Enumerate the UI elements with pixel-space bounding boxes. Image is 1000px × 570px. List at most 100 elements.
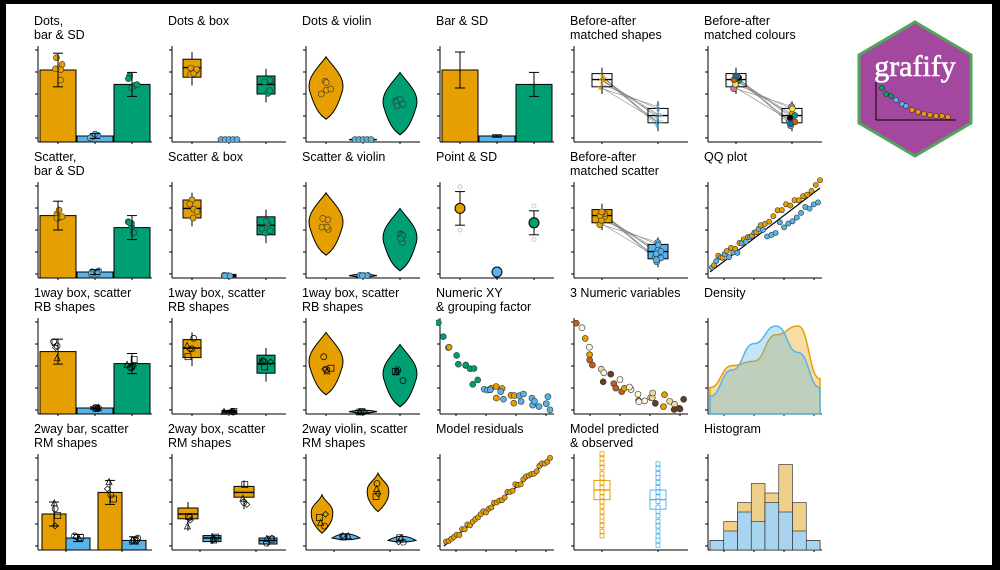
data-point xyxy=(535,403,543,410)
plot-area xyxy=(303,46,420,144)
data-point xyxy=(655,508,661,514)
data-point: × xyxy=(653,117,658,127)
data-point xyxy=(531,398,538,405)
data-point xyxy=(323,223,331,231)
mean-point xyxy=(491,266,503,278)
data-point xyxy=(666,397,674,405)
axes xyxy=(705,182,822,280)
data-point xyxy=(436,319,442,326)
data-point xyxy=(599,514,605,520)
plot-content xyxy=(303,182,420,280)
data-point xyxy=(322,510,330,518)
data-point xyxy=(457,227,463,233)
data-point: + xyxy=(602,76,607,86)
data-point xyxy=(655,241,662,249)
panel-title: 2way bar, scatter RM shapes xyxy=(34,422,129,450)
plot-content xyxy=(169,454,286,552)
data-point xyxy=(266,358,274,366)
data-point xyxy=(259,357,266,365)
panel-title: 3 Numeric variables xyxy=(570,286,681,300)
histogram-bar xyxy=(805,540,821,551)
chart-panel-violin-rb: 1way box, scatter RB shapes xyxy=(302,286,430,416)
panel-title: 2way violin, scatter RM shapes xyxy=(302,422,408,450)
data-point xyxy=(599,509,605,515)
data-point xyxy=(488,504,495,511)
data-point xyxy=(501,494,508,501)
density-curve xyxy=(709,325,821,415)
panel-title: Density xyxy=(704,286,746,300)
data-point xyxy=(599,489,605,495)
plot-content xyxy=(436,318,554,416)
data-point xyxy=(531,203,537,209)
data-point xyxy=(599,475,605,481)
data-point xyxy=(57,76,64,84)
plot-content xyxy=(169,182,286,280)
data-point xyxy=(461,526,468,533)
chart-panel-violin-scatter: Scatter & violin xyxy=(302,150,430,280)
data-point xyxy=(262,218,270,225)
data-point xyxy=(812,182,819,188)
data-point xyxy=(372,493,380,500)
data-point xyxy=(599,533,605,539)
chart-panel-befafter-scatter: Before-after matched scatter xyxy=(570,150,698,280)
histogram-bar xyxy=(709,540,725,551)
data-point xyxy=(599,456,605,462)
chart-panel-box-2way: 2way box, scatter RM shapes xyxy=(168,422,296,552)
plot-content xyxy=(705,454,822,552)
plot-area xyxy=(303,182,420,280)
chart-panel-befafter-colours: Before-after matched colours xyxy=(704,14,832,144)
axes xyxy=(571,46,688,144)
data-point xyxy=(394,368,402,376)
data-point xyxy=(186,516,194,524)
histogram-bar xyxy=(750,521,766,551)
data-point xyxy=(105,477,113,485)
data-point xyxy=(661,391,668,398)
data-point xyxy=(103,485,111,493)
data-point xyxy=(395,538,403,546)
data-point xyxy=(320,353,328,361)
data-point: × xyxy=(599,79,604,89)
data-point xyxy=(680,396,687,403)
data-point xyxy=(612,384,620,392)
plot-content xyxy=(571,182,688,280)
chart-panel-violin-2way: 2way violin, scatter RM shapes xyxy=(302,422,430,552)
data-point xyxy=(266,87,273,94)
data-point xyxy=(652,250,660,258)
data-point xyxy=(655,513,661,519)
data-point xyxy=(186,345,194,353)
grafify-logo: grafify xyxy=(857,20,973,158)
violin xyxy=(308,331,344,396)
data-point xyxy=(804,191,811,198)
panel-title: Scatter & box xyxy=(168,150,244,164)
plot-content xyxy=(437,182,554,280)
panel-title: 1way box, scatter RB shapes xyxy=(34,286,132,314)
axes xyxy=(437,454,554,552)
plot-content xyxy=(437,46,554,144)
data-point xyxy=(726,254,732,261)
chart-panel-histogram: Histogram xyxy=(704,422,832,552)
data-point xyxy=(649,389,657,397)
data-point xyxy=(713,258,720,264)
data-point xyxy=(393,102,401,110)
data-point xyxy=(470,365,478,372)
data-point xyxy=(655,523,661,529)
chart-panel-befafter-shapes: + + × × + + × × + + × × + + × × + + Before-after matched s… xyxy=(570,14,698,144)
plot-content xyxy=(303,46,420,144)
data-point xyxy=(399,377,407,384)
chart-panel-bar-2way: 2way bar, scatter RM shapes xyxy=(34,422,162,552)
plot-area xyxy=(437,182,554,280)
data-point: + xyxy=(655,109,660,119)
data-point xyxy=(50,499,58,507)
data-point xyxy=(586,351,593,358)
plot-area xyxy=(35,318,152,416)
data-point xyxy=(759,226,766,233)
data-point xyxy=(655,471,661,476)
data-point xyxy=(599,460,605,466)
data-point xyxy=(655,466,661,471)
data-point xyxy=(321,365,329,373)
data-point xyxy=(55,206,63,214)
data-point xyxy=(641,397,649,405)
data-point xyxy=(266,76,274,84)
axes xyxy=(571,454,688,552)
matched-line xyxy=(601,83,659,110)
